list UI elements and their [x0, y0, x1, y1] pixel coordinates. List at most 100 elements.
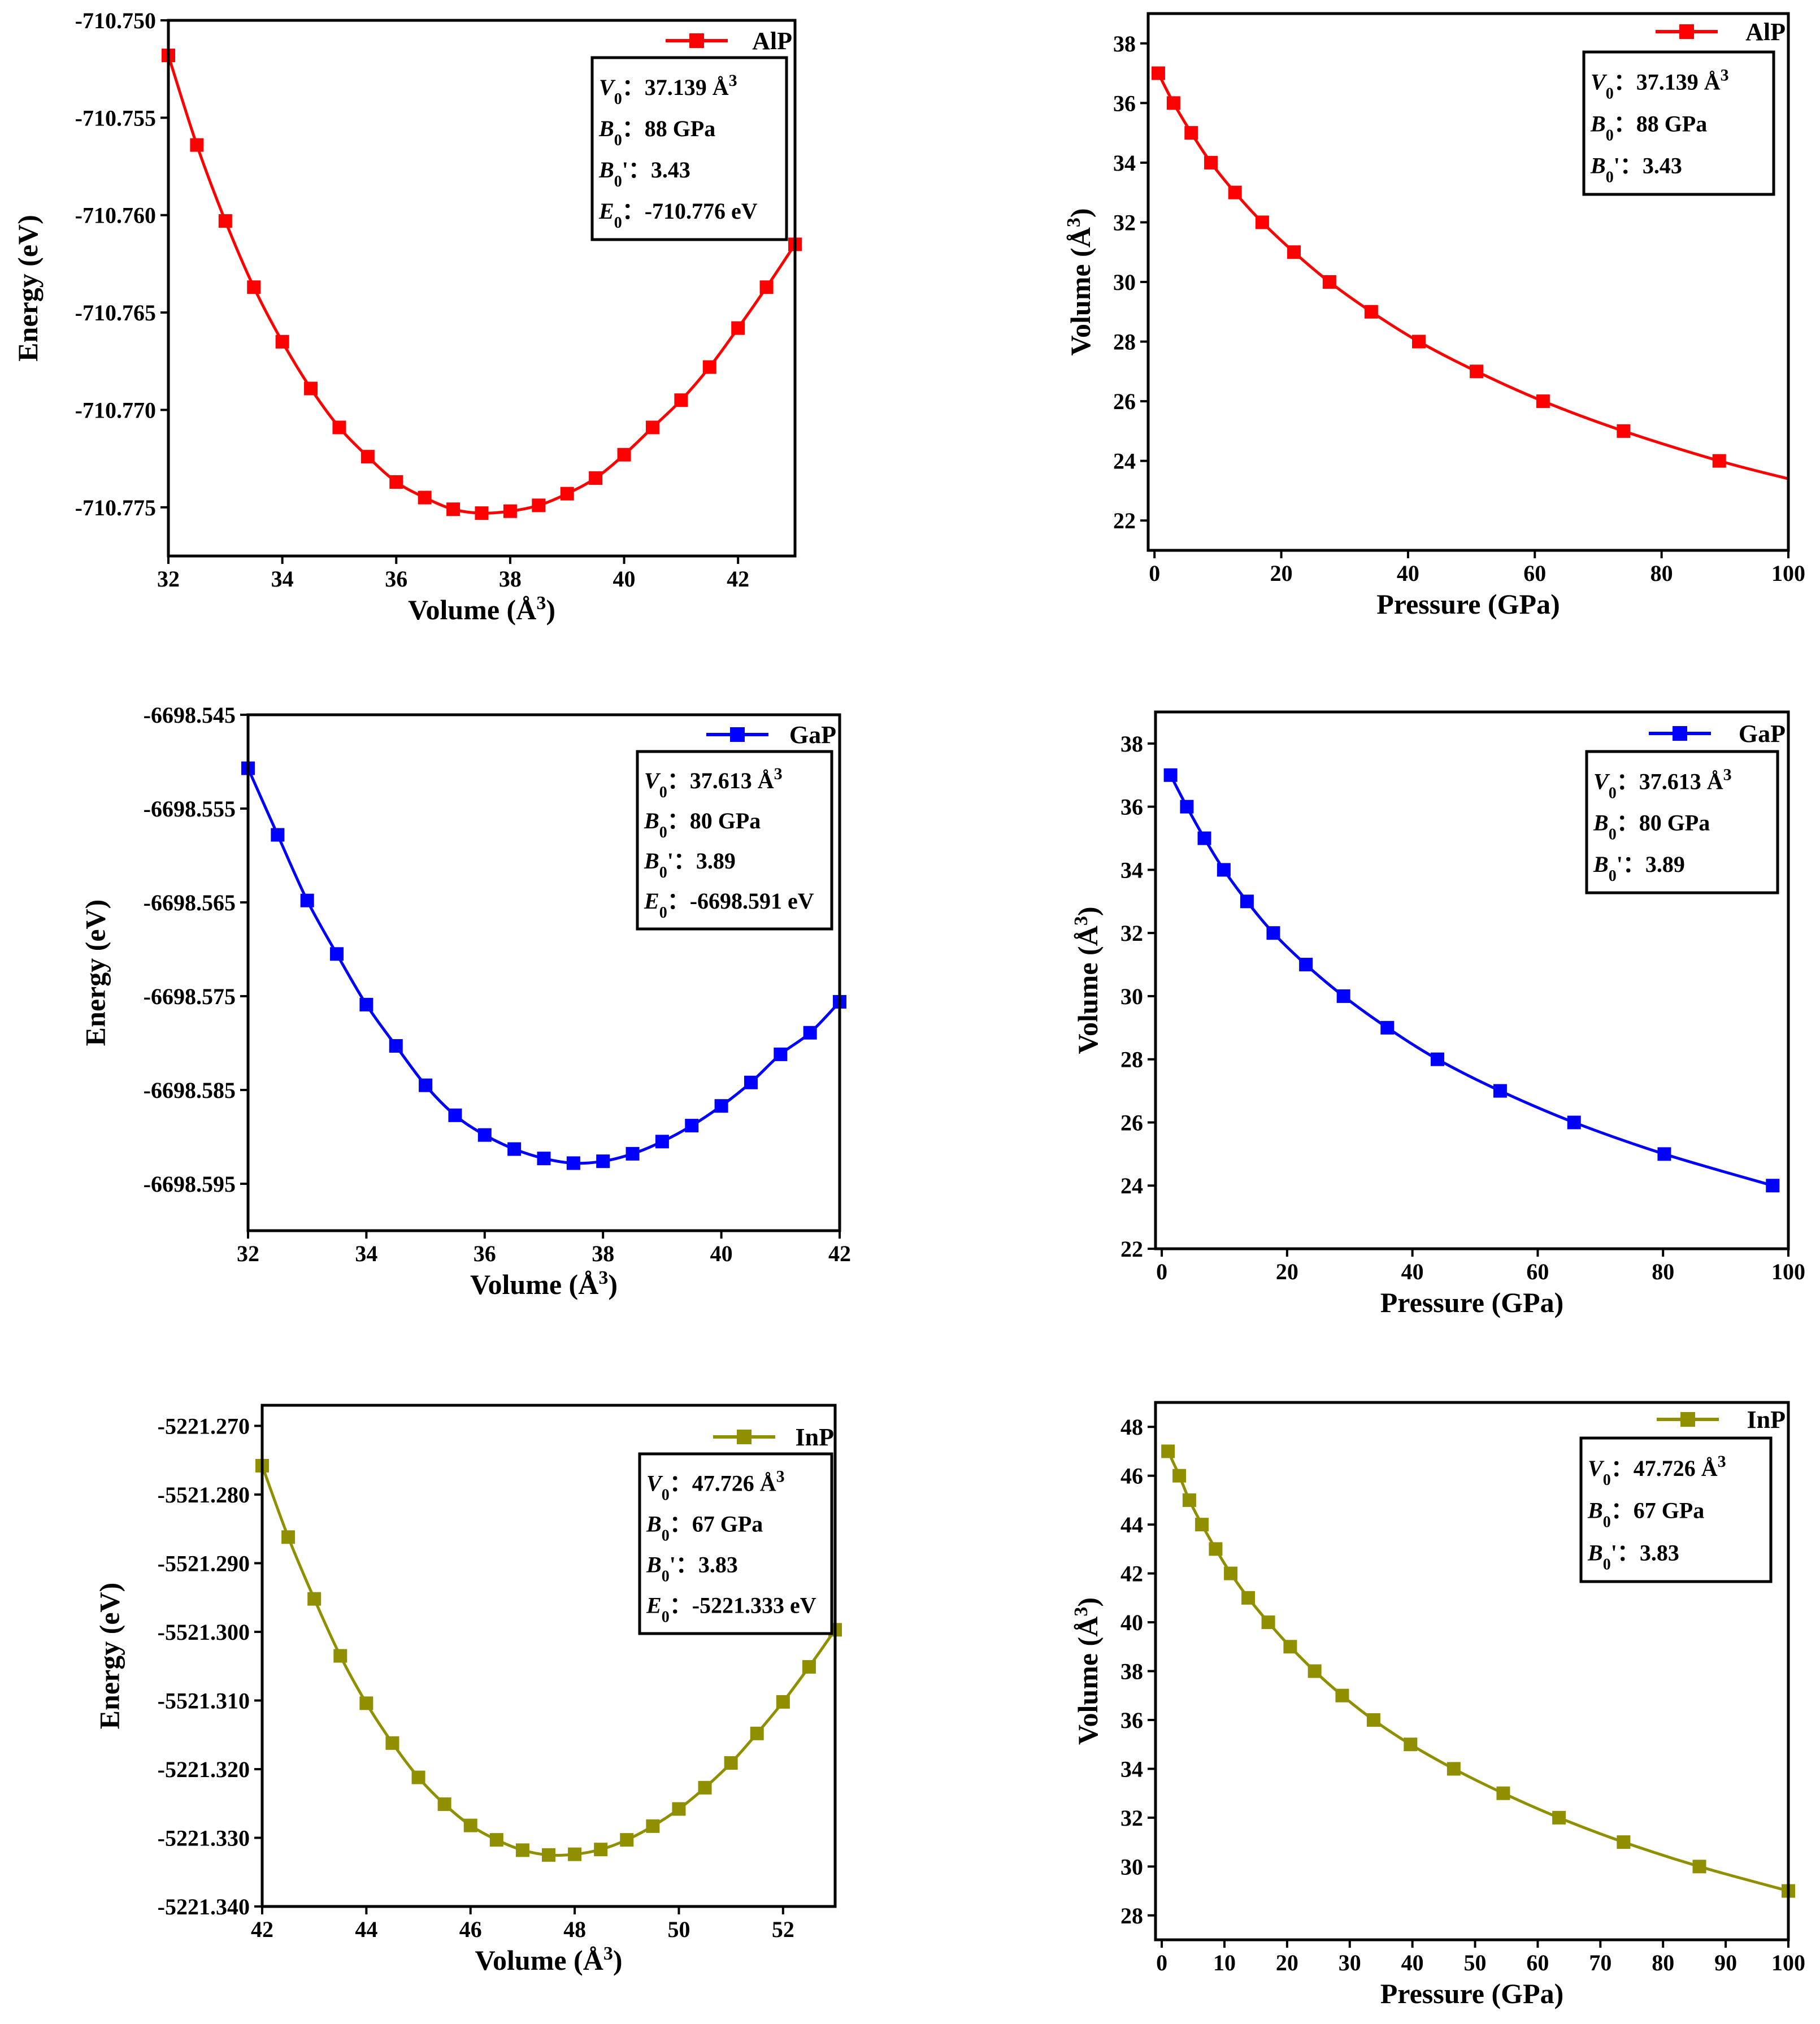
parameter-box-frame — [1582, 50, 1775, 196]
parameter-V0: V0：47.726 Å3 — [646, 1467, 785, 1504]
y-tick-label: -710.760 — [75, 203, 156, 228]
y-tick-label: -6698.595 — [144, 1171, 236, 1197]
data-point-InP-3 — [1195, 1518, 1209, 1532]
x-tick-label: 44 — [355, 1917, 377, 1942]
y-tick-label: 30 — [1120, 984, 1143, 1009]
data-point-GaP-5 — [389, 1039, 403, 1053]
legend-marker — [1680, 1412, 1695, 1427]
parameter-box: V0：37.613 Å3 B0：80 GPa B0'：3.89 E0：-6698.59… — [636, 750, 833, 931]
legend-marker — [1679, 24, 1694, 39]
y-tick-label: -5221.320 — [158, 1757, 250, 1782]
parameter-B0-prime: B0'：3.43 — [598, 157, 690, 190]
x-tick-label: 10 — [1213, 1950, 1236, 1975]
data-point-InP-20 — [776, 1695, 790, 1709]
data-point-GaP-11 — [1567, 1115, 1581, 1130]
data-point-GaP-17 — [744, 1075, 758, 1089]
y-axis-title: Volume (Å3) — [1063, 209, 1097, 356]
x-tick-label: 36 — [385, 566, 407, 592]
y-tick-label: -6698.575 — [144, 984, 236, 1009]
data-point-InP-7 — [1261, 1615, 1275, 1630]
parameter-E0: E0：-6698.591 eV — [644, 888, 814, 922]
x-tick-label: 34 — [271, 566, 294, 592]
parameter-B0: B0：80 GPa — [1593, 810, 1710, 844]
x-tick-label: 30 — [1339, 1950, 1361, 1975]
series-line-GaP — [1169, 774, 1773, 1187]
parameter-box: V0：37.613 Å3 B0：80 GPa B0'：3.89 — [1585, 750, 1779, 894]
data-point-AlP-12 — [1617, 424, 1631, 438]
y-tick-label: 26 — [1120, 1110, 1143, 1135]
data-point-GaP-12 — [596, 1154, 610, 1169]
x-axis-title: Volume (Å3) — [470, 1267, 618, 1301]
x-tick-label: 0 — [1149, 561, 1160, 586]
data-point-InP-21 — [802, 1660, 816, 1674]
data-point-AlP-14 — [560, 487, 574, 501]
legend: InP — [1657, 1406, 1786, 1434]
data-point-GaP-11 — [566, 1156, 580, 1170]
y-tick-label: 48 — [1120, 1414, 1143, 1440]
y-tick-label: -5221.340 — [158, 1894, 250, 1919]
parameter-box: V0：47.726 Å3 B0：67 GPa B0'：3.83 — [1579, 1436, 1773, 1583]
data-point-InP-6 — [1241, 1591, 1256, 1605]
y-tick-label: 30 — [1113, 270, 1136, 295]
x-tick-label: 36 — [474, 1241, 496, 1266]
x-tick-label: 40 — [1397, 561, 1419, 586]
data-point-GaP-6 — [419, 1078, 433, 1092]
chart-panel-middle-left: 32 34 36 38 40 42 -6698.545 -6698.555 -6698.565 -… — [80, 702, 852, 1300]
x-axis-title: Volume (Å3) — [475, 1943, 623, 1977]
data-point-AlP-10 — [1470, 364, 1484, 379]
data-point-AlP-17 — [645, 420, 659, 435]
legend-marker — [1673, 726, 1687, 741]
data-point-GaP-3 — [1217, 863, 1231, 877]
y-tick-label: 34 — [1120, 857, 1143, 883]
data-point-InP-9 — [489, 1833, 503, 1847]
y-tick-label: 36 — [1113, 90, 1136, 116]
y-tick-label: -6698.565 — [144, 890, 236, 915]
legend: AlP — [1656, 18, 1786, 46]
data-point-AlP-4 — [275, 335, 289, 349]
data-point-AlP-1 — [1166, 96, 1180, 110]
y-tick-label: 32 — [1120, 1805, 1143, 1831]
data-point-GaP-12 — [1657, 1147, 1671, 1161]
data-point-InP-15 — [1552, 1810, 1566, 1825]
data-point-InP-14 — [620, 1833, 634, 1847]
y-tick-label: -5221.330 — [158, 1825, 250, 1851]
parameter-B0-prime: B0'：3.83 — [646, 1552, 738, 1586]
y-tick-label: 38 — [1120, 1659, 1143, 1684]
y-tick-label: 28 — [1120, 1903, 1143, 1929]
y-tick-label: 38 — [1120, 731, 1143, 757]
parameter-B0: B0：88 GPa — [598, 116, 715, 149]
data-point-InP-4 — [1209, 1542, 1223, 1556]
x-tick-label: 100 — [1771, 1259, 1805, 1284]
y-axis-title: Energy (eV) — [94, 1583, 125, 1730]
x-tick-label: 60 — [1526, 1259, 1549, 1284]
data-point-GaP-14 — [655, 1135, 669, 1149]
legend-label: InP — [796, 1423, 834, 1451]
data-point-InP-17 — [698, 1780, 712, 1795]
y-tick-label: -5521.280 — [158, 1482, 250, 1508]
data-point-AlP-7 — [360, 450, 375, 464]
data-point-InP-5 — [385, 1736, 399, 1750]
y-tick-label: 22 — [1113, 508, 1136, 533]
parameter-V0: V0：37.139 Å3 — [599, 71, 737, 108]
y-tick-label: 28 — [1113, 329, 1136, 355]
parameter-V0: V0：37.139 Å3 — [1591, 66, 1729, 102]
chart-panel-middle-right: 0 20 40 60 80 100 22 24 26 28 30 32 34 36 38 Pressure (… — [1071, 710, 1805, 1318]
parameter-B0: B0：88 GPa — [1590, 111, 1707, 145]
data-point-GaP-9 — [1431, 1052, 1445, 1066]
plot-frame — [167, 19, 797, 558]
y-tick-label: 36 — [1120, 1708, 1143, 1733]
data-point-GaP-8 — [1380, 1020, 1395, 1035]
plot-frame — [260, 1404, 837, 1908]
y-tick-label: 28 — [1120, 1047, 1143, 1072]
data-point-AlP-3 — [1204, 155, 1218, 170]
y-tick-label: 30 — [1120, 1854, 1143, 1879]
x-tick-label: 40 — [1401, 1950, 1424, 1975]
data-point-InP-17 — [1692, 1860, 1706, 1874]
y-tick-label: 40 — [1120, 1610, 1143, 1635]
data-point-InP-10 — [515, 1843, 529, 1857]
data-point-AlP-7 — [1322, 275, 1336, 289]
parameter-B0-prime: B0'：3.89 — [644, 848, 736, 881]
data-point-GaP-9 — [507, 1142, 522, 1156]
data-point-InP-5 — [1224, 1566, 1238, 1580]
